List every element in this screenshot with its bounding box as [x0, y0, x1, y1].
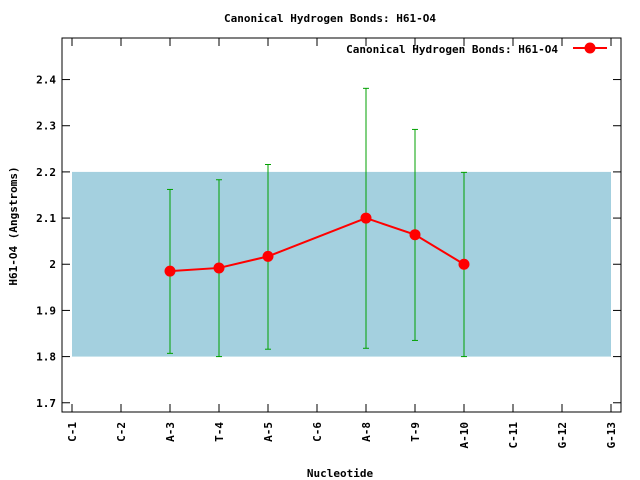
y-axis-label: H61-O4 (Angstroms) — [7, 166, 20, 285]
plot-frame — [61, 37, 622, 413]
data-point — [164, 265, 176, 277]
x-tick-label: C-1 — [66, 422, 79, 442]
x-tick-label: T-4 — [213, 422, 226, 442]
y-tick-label: 2.3 — [36, 120, 56, 133]
y-tick-label: 2.1 — [36, 212, 56, 225]
chart-title: Canonical Hydrogen Bonds: H61-O4 — [224, 12, 436, 25]
series-line — [169, 217, 465, 273]
legend-marker — [584, 42, 596, 54]
x-tick-label: C-11 — [507, 422, 520, 449]
x-tick-label: C-6 — [311, 422, 324, 442]
x-tick-label: A-3 — [164, 422, 177, 442]
x-tick-label: G-13 — [605, 422, 618, 449]
x-axis-label: Nucleotide — [307, 467, 374, 480]
data-point — [213, 262, 225, 274]
x-tick-label: A-5 — [262, 422, 275, 442]
data-point — [458, 258, 470, 270]
y-tick-label: 1.9 — [36, 304, 56, 317]
legend-label: Canonical Hydrogen Bonds: H61-O4 — [346, 43, 558, 56]
data-point — [360, 212, 372, 224]
legend: Canonical Hydrogen Bonds: H61-O4 — [346, 42, 607, 56]
y-tick-label: 1.7 — [36, 397, 56, 410]
x-tick-label: C-2 — [115, 422, 128, 442]
y-tick-label: 2.4 — [36, 74, 56, 87]
x-tick-label: T-9 — [409, 422, 422, 442]
y-tick-label: 2.2 — [36, 166, 56, 179]
data-point — [262, 250, 274, 262]
x-tick-label: G-12 — [556, 422, 569, 449]
x-tick-label: A-10 — [458, 422, 471, 449]
data-point — [409, 229, 421, 241]
x-tick-label: A-8 — [360, 422, 373, 442]
y-tick-label: 2 — [49, 258, 56, 271]
reference-band — [72, 171, 611, 357]
y-tick-label: 1.8 — [36, 351, 56, 364]
